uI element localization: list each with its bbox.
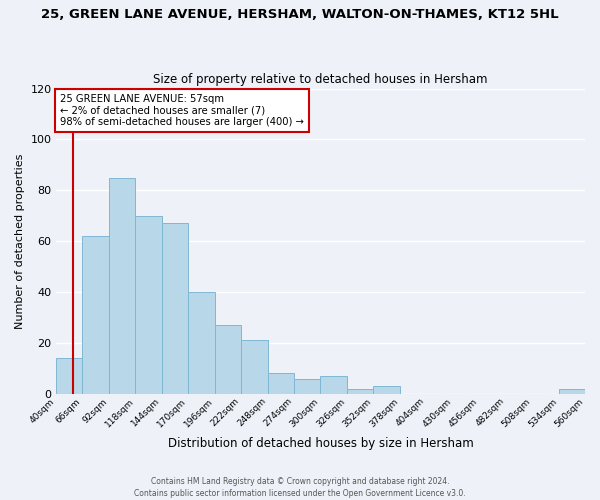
- Bar: [268, 374, 294, 394]
- Bar: [56, 358, 82, 394]
- Bar: [135, 216, 161, 394]
- Text: 25 GREEN LANE AVENUE: 57sqm
← 2% of detached houses are smaller (7)
98% of semi-: 25 GREEN LANE AVENUE: 57sqm ← 2% of deta…: [60, 94, 304, 127]
- Title: Size of property relative to detached houses in Hersham: Size of property relative to detached ho…: [153, 73, 488, 86]
- X-axis label: Distribution of detached houses by size in Hersham: Distribution of detached houses by size …: [167, 437, 473, 450]
- Text: Contains HM Land Registry data © Crown copyright and database right 2024.
Contai: Contains HM Land Registry data © Crown c…: [134, 476, 466, 498]
- Bar: [215, 325, 241, 394]
- Bar: [241, 340, 268, 394]
- Bar: [188, 292, 215, 394]
- Bar: [373, 386, 400, 394]
- Bar: [559, 388, 585, 394]
- Bar: [294, 378, 320, 394]
- Y-axis label: Number of detached properties: Number of detached properties: [15, 154, 25, 329]
- Bar: [161, 224, 188, 394]
- Text: 25, GREEN LANE AVENUE, HERSHAM, WALTON-ON-THAMES, KT12 5HL: 25, GREEN LANE AVENUE, HERSHAM, WALTON-O…: [41, 8, 559, 20]
- Bar: [320, 376, 347, 394]
- Bar: [109, 178, 135, 394]
- Bar: [82, 236, 109, 394]
- Bar: [347, 388, 373, 394]
